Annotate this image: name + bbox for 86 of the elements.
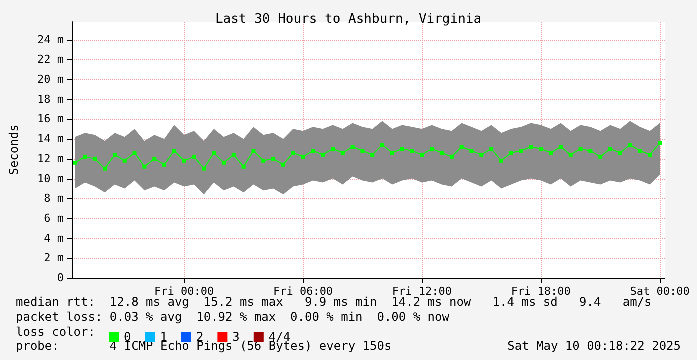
point (370, 152, 375, 157)
point (658, 141, 662, 146)
point (588, 148, 593, 153)
point (311, 148, 316, 153)
point (192, 154, 196, 159)
point (648, 152, 652, 157)
point (638, 148, 642, 153)
point (568, 152, 573, 157)
y-tick-label: 12 m (38, 152, 64, 166)
point (132, 150, 137, 155)
point (222, 160, 226, 165)
point (440, 150, 444, 155)
point (73, 160, 78, 165)
point (420, 152, 424, 157)
x-tick-label: Fri 06:00 (273, 285, 334, 298)
point (142, 164, 147, 169)
point (598, 154, 603, 159)
point (162, 162, 166, 167)
y-tick-label: 16 m (38, 112, 64, 126)
x-tick-label: Sat 00:00 (630, 285, 690, 298)
point (539, 147, 544, 152)
point (330, 147, 335, 152)
y-tick-label: 22 m (38, 53, 64, 66)
point (83, 154, 88, 159)
point (578, 147, 583, 152)
point (490, 147, 494, 152)
point (350, 145, 355, 150)
text: median rtt: 12.8 ms avg 15.2 ms max 9.9 ms min 14.2 ms now 1.4 ms sd 9.4 am/s (16, 295, 652, 309)
text: packet loss: 0.03 % avg 10.92 % max 0.00 % min 0.00 % now (16, 310, 450, 324)
point (549, 150, 554, 155)
point (460, 145, 464, 150)
point (558, 145, 563, 150)
point (172, 148, 176, 153)
x-tick-label: Fri 18:00 (511, 285, 571, 298)
point (480, 152, 484, 157)
y-axis-title: Seconds (7, 124, 21, 176)
point (301, 154, 306, 159)
x-tick-label: Fri 00:00 (154, 285, 214, 298)
chart-title: Last 30 Hours to Ashburn, Virginia (215, 12, 482, 27)
point (122, 158, 127, 163)
point (608, 147, 612, 152)
point (232, 152, 236, 157)
point (360, 148, 365, 153)
point (182, 158, 186, 163)
x-tick-label: Fri 12:00 (392, 285, 452, 298)
y-tick-label: 18 m (38, 92, 64, 106)
point (242, 164, 246, 169)
y-tick-label: 14 m (38, 132, 64, 146)
point (152, 156, 157, 161)
point (262, 158, 266, 163)
y-tick-label: 6 m (44, 212, 64, 225)
point (112, 152, 117, 157)
point (470, 148, 474, 153)
point (519, 148, 524, 153)
legend-label: 3 (232, 330, 240, 344)
point (291, 150, 296, 155)
y-tick-label: 20 m (38, 73, 64, 86)
point (252, 148, 256, 153)
legend-title: loss color: (16, 325, 96, 339)
y-tick-label: 2 m (44, 252, 64, 265)
point (618, 150, 622, 155)
point (529, 145, 534, 150)
point (103, 166, 108, 171)
point (212, 150, 216, 155)
point (430, 147, 434, 152)
point (509, 150, 514, 155)
y-tick-label: 24 m (38, 33, 64, 46)
y-tick-label: 10 m (38, 172, 64, 186)
legend-label: 4/4 (268, 330, 291, 344)
point (272, 156, 276, 161)
point (321, 152, 326, 157)
point (202, 166, 206, 171)
point (281, 162, 286, 167)
point (410, 148, 414, 153)
point (628, 143, 632, 148)
y-tick-label: 8 m (44, 192, 64, 206)
point (340, 150, 345, 155)
point (450, 154, 454, 159)
point (380, 143, 385, 148)
y-tick-label: 0 (57, 272, 64, 284)
point (93, 156, 98, 161)
point (499, 158, 504, 163)
text: Sat May 10 00:18:22 2025 (508, 339, 681, 353)
point (400, 147, 404, 152)
point (390, 150, 394, 155)
y-tick-label: 4 m (44, 232, 64, 245)
